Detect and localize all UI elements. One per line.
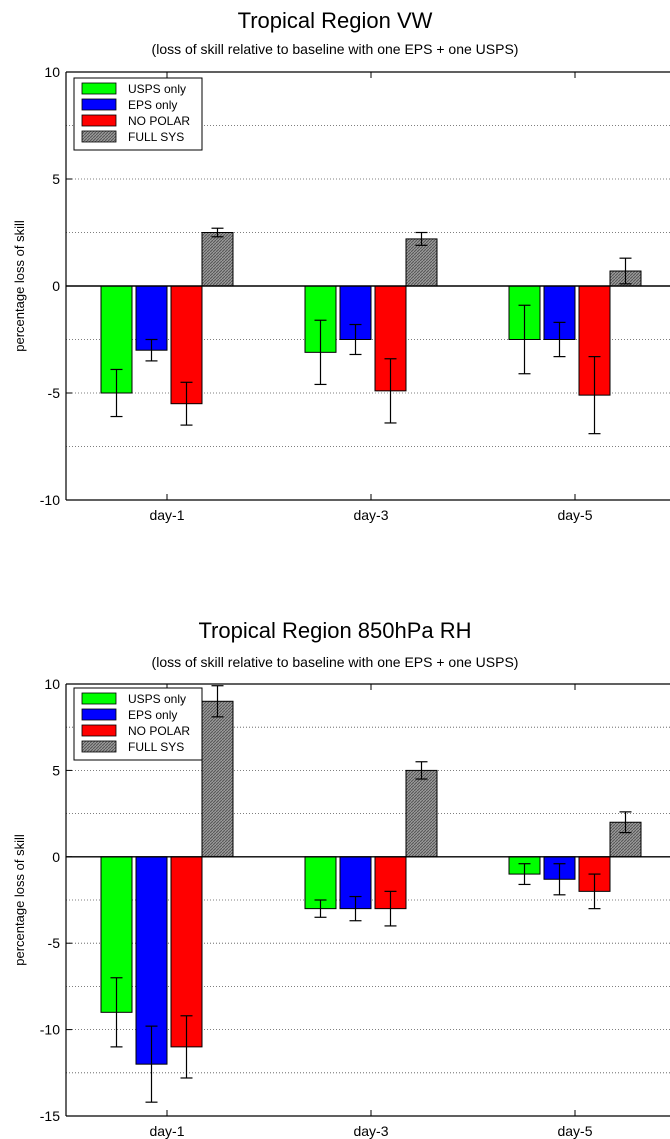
legend-swatch: [81, 724, 117, 737]
y-tick-label: 10: [44, 676, 60, 692]
error-bar: [384, 890, 397, 927]
y-tick-label: -10: [40, 492, 60, 508]
y-tick-label: -5: [48, 385, 61, 401]
bar-full-sys: [201, 232, 234, 287]
y-tick-label: 0: [52, 278, 60, 294]
legend-label: USPS only: [128, 82, 186, 96]
legend-swatch: [81, 98, 117, 111]
y-tick-label: 5: [52, 762, 60, 778]
legend-label: NO POLAR: [128, 114, 190, 128]
error-bar: [415, 761, 428, 780]
y-tick-label: -10: [40, 1022, 60, 1038]
error-bar: [211, 227, 224, 238]
error-bar: [180, 381, 193, 426]
chart-rh-plot: -15 -10 -5 0 5 10 day-1 day-3 day-5 percentage lo…: [12, 676, 670, 1139]
legend-swatch: [81, 114, 117, 127]
error-bar: [314, 899, 327, 918]
error-bar: [619, 257, 632, 285]
error-bar: [314, 319, 327, 386]
bar-full-sys: [405, 238, 438, 287]
legend-swatch: [81, 82, 117, 95]
bar-full-sys: [201, 700, 234, 858]
chart-title: Tropical Region VW: [237, 8, 433, 33]
legend-swatch: [81, 708, 117, 721]
chart-title: Tropical Region 850hPa RH: [198, 618, 472, 643]
error-bar: [349, 895, 362, 922]
legend-label: USPS only: [128, 692, 186, 706]
y-tick-label: 0: [52, 849, 60, 865]
legend-label: FULL SYS: [128, 740, 184, 754]
error-bar: [384, 358, 397, 424]
legend-label: NO POLAR: [128, 724, 190, 738]
legend-swatch: [81, 130, 117, 143]
legend: USPS only EPS only NO POLAR FULL SYS: [73, 687, 203, 761]
y-tick-label: -15: [40, 1108, 60, 1124]
x-tick-label: day-1: [149, 1123, 184, 1139]
y-tick-label: -5: [48, 935, 61, 951]
error-bar: [553, 863, 566, 896]
legend-label: FULL SYS: [128, 130, 184, 144]
y-tick-label: 10: [44, 64, 60, 80]
error-bar: [553, 321, 566, 358]
error-bar: [145, 1025, 158, 1103]
error-bar: [110, 977, 123, 1048]
x-tick-label: day-1: [149, 507, 184, 523]
y-axis-label: percentage loss of skill: [12, 220, 27, 352]
legend: USPS only EPS only NO POLAR FULL SYS: [73, 77, 203, 151]
chart-subtitle: (loss of skill relative to baseline with…: [151, 41, 519, 57]
chart-subtitle: (loss of skill relative to baseline with…: [151, 654, 519, 670]
x-tick-label: day-5: [557, 1123, 592, 1139]
error-bar: [145, 338, 158, 362]
bar-full-sys: [405, 769, 438, 858]
error-bar: [211, 685, 224, 718]
x-tick-label: day-3: [353, 507, 388, 523]
error-bar: [518, 304, 531, 375]
error-bar: [110, 368, 123, 418]
error-bar: [588, 356, 601, 435]
error-bar: [518, 863, 531, 886]
error-bar: [415, 231, 428, 246]
error-bar: [349, 323, 362, 356]
y-axis-label: percentage loss of skill: [12, 834, 27, 966]
x-tick-label: day-3: [353, 1123, 388, 1139]
legend-label: EPS only: [128, 98, 177, 112]
y-tick-label: 5: [52, 171, 60, 187]
error-bar: [619, 811, 632, 834]
legend-swatch: [81, 740, 117, 753]
legend-swatch: [81, 692, 117, 705]
chart-vw-plot: -10 -5 0 5 10 day-1 day-3 day-5 percentage loss …: [12, 64, 670, 523]
x-tick-label: day-5: [557, 507, 592, 523]
error-bar: [588, 873, 601, 910]
legend-label: EPS only: [128, 708, 177, 722]
error-bar: [180, 1015, 193, 1079]
